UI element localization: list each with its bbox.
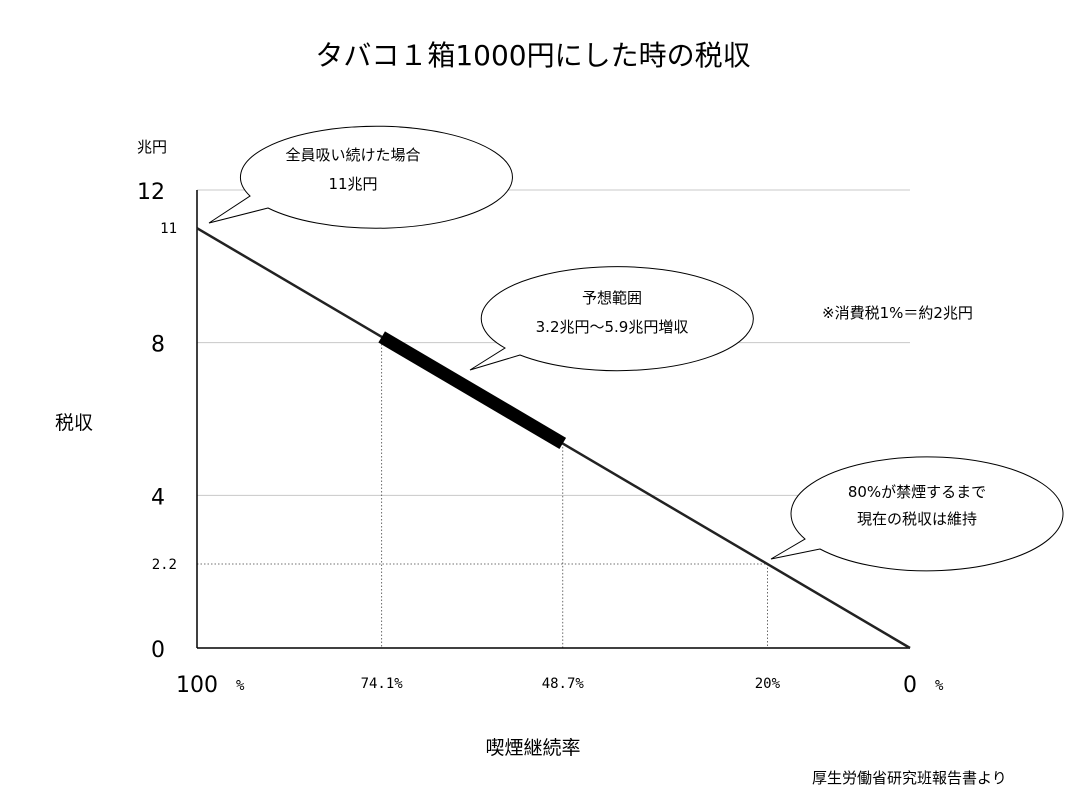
source-note: 厚生労働省研究班報告書より bbox=[812, 769, 1007, 787]
x-axis-title: 喫煙継続率 bbox=[485, 737, 581, 759]
axes bbox=[196, 190, 910, 649]
x-tick-percent-sign: % bbox=[236, 678, 245, 694]
x-tick-percent-sign: % bbox=[935, 678, 944, 694]
y-tick-label: 8 bbox=[151, 333, 165, 358]
callout-text-line1: 予想範囲 bbox=[582, 289, 642, 307]
callout-text-line1: 全員吸い続けた場合 bbox=[285, 146, 420, 164]
reference-lines bbox=[197, 336, 768, 648]
x-tick-label: 100 bbox=[176, 673, 218, 698]
y-tick-label: 4 bbox=[151, 485, 165, 510]
tax-note: ※消費税1%＝約2兆円 bbox=[822, 304, 973, 322]
x-tick-label: 20% bbox=[755, 676, 781, 692]
y-tick-label-minor: 11 bbox=[160, 221, 177, 237]
y-axis-unit: 兆円 bbox=[137, 138, 168, 156]
y-tick-label: 0 bbox=[151, 638, 165, 663]
y-tick-label: 12 bbox=[137, 180, 165, 205]
callout-full-smoking: 全員吸い続けた場合 11兆円 bbox=[208, 125, 513, 229]
callout-bubble bbox=[208, 125, 513, 229]
tick-labels: 0 4 8 12 11 2.2 100% 74.1% 48.7% 20% 0% bbox=[137, 180, 944, 698]
callout-bubble bbox=[469, 266, 754, 372]
callout-expected-range: 予想範囲 3.2兆円〜5.9兆円増収 bbox=[469, 266, 754, 372]
callout-text-line2: 3.2兆円〜5.9兆円増収 bbox=[536, 318, 689, 336]
callout-bubble bbox=[770, 456, 1064, 572]
y-axis-title: 税収 bbox=[55, 412, 94, 434]
callout-text-line2: 11兆円 bbox=[328, 175, 377, 193]
x-tick-label: 48.7% bbox=[542, 676, 585, 692]
x-tick-label: 74.1% bbox=[361, 676, 404, 692]
x-tick-label: 0 bbox=[903, 673, 917, 698]
callout-text-line2: 現在の税収は維持 bbox=[857, 510, 977, 528]
callout-text-line1: 80%が禁煙するまで bbox=[848, 483, 986, 501]
series bbox=[196, 227, 911, 650]
chart-title: タバコ１箱1000円にした時の税収 bbox=[315, 39, 751, 72]
highlight-range-segment bbox=[378, 331, 567, 450]
y-tick-label-minor: 2.2 bbox=[152, 557, 177, 573]
callout-maintain: 80%が禁煙するまで 現在の税収は維持 bbox=[770, 456, 1064, 572]
